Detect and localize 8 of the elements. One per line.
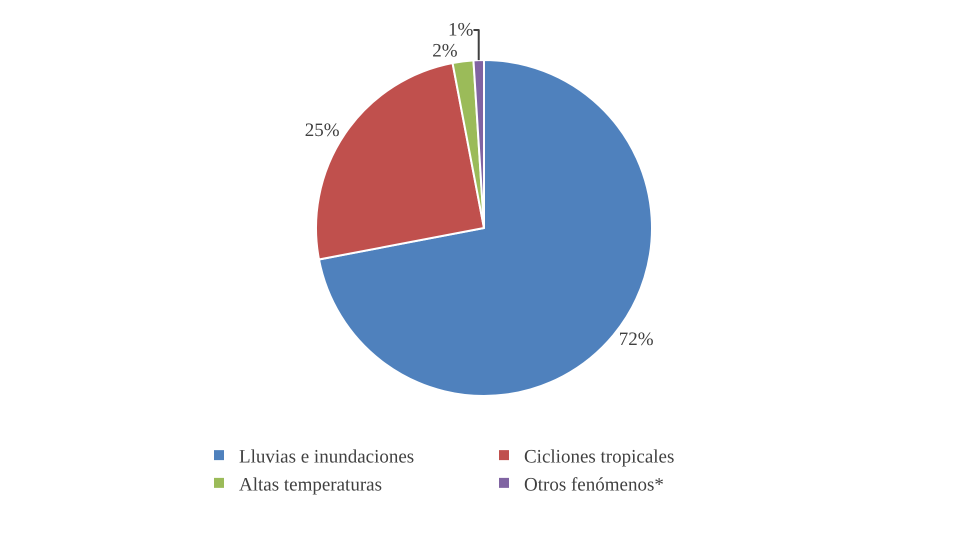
data-label: 1% (448, 19, 474, 40)
legend-label: Altas temperaturas (239, 474, 382, 496)
legend-label: Otros fenómenos* (524, 474, 664, 496)
data-label: 2% (432, 40, 458, 62)
legend-label: Cicliones tropicales (524, 446, 674, 468)
data-label: 72% (618, 328, 654, 350)
data-label: 25% (304, 120, 340, 141)
legend-label: Lluvias e inundaciones (239, 446, 414, 468)
